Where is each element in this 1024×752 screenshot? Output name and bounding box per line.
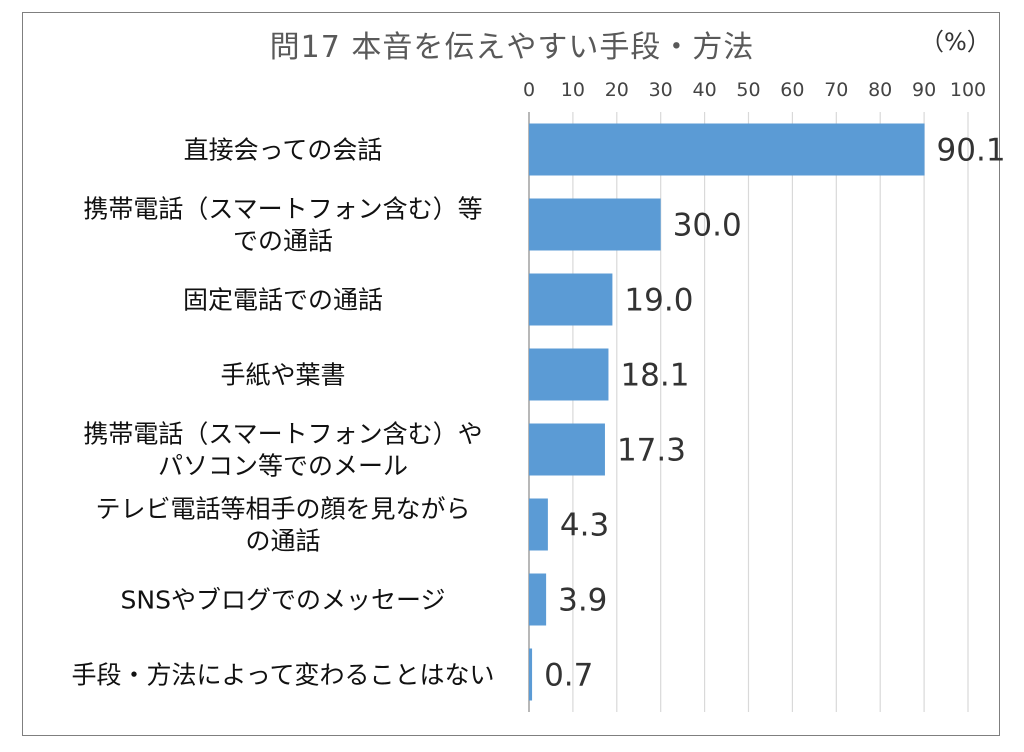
bar [529,648,533,701]
chart-frame [22,12,1000,736]
bar [529,348,609,401]
tick-label: 20 [605,79,629,101]
tick-label: 70 [824,79,848,101]
bar [529,198,661,251]
chart-title: 問17 本音を伝えやすい手段・方法 [269,30,755,65]
tick-label: 90 [912,79,936,101]
tick-label: 40 [693,79,717,101]
category-label: 手紙や葉書 [220,361,345,390]
tick-label: 30 [649,79,673,101]
value-label: 90.1 [937,133,1006,169]
tick-label: 100 [950,79,986,101]
category-label: 固定電話での通話 [183,286,383,315]
value-label: 0.7 [544,658,593,694]
category-label: の通話 [245,527,320,556]
category-label: 直接会っての会話 [184,136,383,165]
category-label: 手段・方法によって変わることはない [71,661,494,690]
bar [529,573,547,626]
tick-label: 80 [868,79,892,101]
bar [529,273,613,326]
category-label: SNSやブログでのメッセージ [121,586,446,615]
bar [529,498,548,551]
value-label: 18.1 [620,358,689,394]
tick-label: 0 [523,79,535,101]
category-label: テレビ電話等相手の顔を見ながら [95,495,470,524]
value-label: 17.3 [617,433,686,469]
tick-label: 50 [736,79,760,101]
category-label: での通話 [233,227,333,256]
category-label: パソコン等でのメール [158,452,408,481]
tick-label: 60 [780,79,804,101]
category-label: 携帯電話（スマートフォン含む）等 [83,195,482,224]
bar [529,423,605,476]
tick-label: 10 [561,79,585,101]
value-label: 30.0 [673,208,742,244]
value-label: 4.3 [560,508,609,544]
category-label: 携帯電話（スマートフォン含む）や [83,420,482,449]
bar [529,123,925,176]
value-label: 19.0 [624,283,693,319]
unit-label: （%） [920,28,991,56]
value-label: 3.9 [558,583,607,619]
